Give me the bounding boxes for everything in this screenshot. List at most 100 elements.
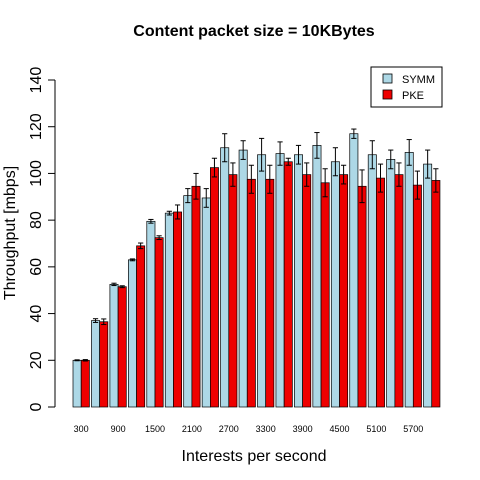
error-bar-symm-4800 bbox=[351, 128, 357, 139]
error-bar-pke-1800 bbox=[174, 204, 181, 220]
bar-pke-600 bbox=[99, 321, 109, 408]
x-tick-label: 1500 bbox=[145, 424, 165, 434]
bar-pke-2100 bbox=[191, 185, 201, 408]
y-tick-label: 20 bbox=[28, 351, 45, 369]
error-bar-symm-1200 bbox=[129, 258, 136, 262]
error-bar-pke-5400 bbox=[396, 162, 402, 187]
y-tick-label: 0 bbox=[28, 402, 45, 411]
error-bar-pke-2100 bbox=[193, 172, 199, 200]
bar-symm-3900 bbox=[294, 154, 303, 408]
error-bar-symm-2400 bbox=[203, 188, 209, 208]
bar-pke-5100 bbox=[376, 177, 385, 408]
bar-symm-4500 bbox=[330, 161, 340, 408]
x-tick-label: 3900 bbox=[293, 424, 313, 434]
y-axis: 0 20 40 60 80 100 120 140 bbox=[28, 67, 56, 411]
x-axis-label: Interests per second bbox=[182, 448, 327, 465]
bar-symm-300 bbox=[72, 359, 82, 408]
error-bar-pke-5700 bbox=[414, 170, 420, 200]
error-bar-symm-5100 bbox=[369, 140, 375, 170]
bar-pke-6000 bbox=[431, 180, 441, 408]
y-axis-label: Throughput [mbps] bbox=[2, 166, 19, 300]
error-bar-pke-6000 bbox=[433, 168, 439, 193]
error-bar-symm-4200 bbox=[314, 132, 320, 159]
bar-pke-2700 bbox=[228, 174, 238, 408]
error-bar-symm-5700 bbox=[406, 139, 412, 166]
error-bar-symm-4500 bbox=[332, 147, 338, 177]
error-bar-pke-1500 bbox=[156, 235, 162, 241]
bar-symm-5100 bbox=[367, 154, 377, 408]
bar-pke-3300 bbox=[265, 178, 275, 408]
y-tick-label: 60 bbox=[28, 258, 45, 276]
x-axis-tick-labels: 300 900 1500 2100 2700 3300 3900 4500 5100 5700 bbox=[74, 424, 424, 434]
bar-pke-4800 bbox=[357, 185, 367, 408]
bar-symm-2100 bbox=[183, 195, 193, 408]
bar-symm-6000 bbox=[423, 163, 433, 408]
error-bar-symm-3000 bbox=[240, 140, 246, 160]
x-tick-label: 2100 bbox=[182, 424, 202, 434]
error-bar-pke-3900 bbox=[304, 162, 310, 187]
x-tick-label: 900 bbox=[111, 424, 126, 434]
legend-swatch-symm bbox=[382, 73, 393, 84]
bar-pke-4500 bbox=[339, 174, 349, 408]
bar-pke-5700 bbox=[412, 184, 422, 408]
error-bar-symm-6000 bbox=[425, 149, 431, 179]
error-bar-symm-3600 bbox=[277, 141, 283, 166]
bar-symm-3600 bbox=[275, 153, 285, 408]
bar-symm-2700 bbox=[220, 147, 230, 408]
bar-pke-3900 bbox=[302, 174, 312, 408]
error-bar-symm-3900 bbox=[295, 144, 302, 165]
bar-symm-1200 bbox=[128, 259, 137, 408]
error-bar-pke-5100 bbox=[377, 163, 384, 193]
x-tick-label: 5100 bbox=[366, 424, 386, 434]
x-tick-label: 300 bbox=[74, 424, 89, 434]
bar-pke-5400 bbox=[394, 174, 404, 408]
bar-symm-1800 bbox=[164, 212, 174, 408]
error-bar-pke-3000 bbox=[248, 164, 254, 194]
error-bar-pke-900 bbox=[119, 285, 125, 289]
error-bar-symm-900 bbox=[111, 282, 117, 287]
error-bar-pke-2700 bbox=[230, 162, 236, 187]
bar-pke-1500 bbox=[154, 237, 164, 408]
error-bar-pke-3600 bbox=[285, 157, 291, 166]
bar-pke-300 bbox=[80, 359, 90, 408]
bar-symm-1500 bbox=[146, 220, 156, 408]
x-tick-label: 4500 bbox=[329, 424, 349, 434]
bar-symm-4800 bbox=[349, 133, 359, 408]
legend-label-symm: SYMM bbox=[402, 74, 435, 86]
error-bar-pke-600 bbox=[101, 318, 107, 326]
error-bar-symm-3300 bbox=[259, 137, 265, 172]
error-bar-symm-1800 bbox=[166, 210, 172, 216]
bar-group bbox=[72, 133, 441, 408]
error-bar-pke-300 bbox=[82, 359, 88, 362]
error-bar-symm-300 bbox=[74, 359, 80, 362]
bar-pke-3600 bbox=[283, 161, 293, 408]
bar-pke-900 bbox=[117, 286, 127, 408]
chart-title: Content packet size = 10KBytes bbox=[133, 23, 375, 40]
y-tick-label: 80 bbox=[28, 211, 45, 229]
error-bar-symm-5400 bbox=[388, 149, 394, 170]
error-bar-pke-1200 bbox=[138, 242, 144, 250]
legend: SYMM PKE bbox=[370, 66, 443, 108]
x-tick-label: 3300 bbox=[256, 424, 276, 434]
bar-pke-1800 bbox=[173, 211, 182, 408]
error-bar-pke-2400 bbox=[211, 157, 218, 178]
legend-swatch-pke bbox=[382, 89, 393, 100]
bar-pke-1200 bbox=[136, 245, 146, 408]
error-bar-symm-600 bbox=[92, 318, 99, 323]
bar-pke-4200 bbox=[320, 182, 330, 408]
bar-symm-900 bbox=[109, 284, 119, 408]
bar-symm-5700 bbox=[404, 152, 414, 408]
bar-pke-3000 bbox=[246, 178, 256, 408]
bar-symm-2400 bbox=[201, 197, 211, 408]
bar-symm-4200 bbox=[312, 145, 322, 408]
bar-symm-3300 bbox=[257, 154, 267, 408]
bar-symm-3000 bbox=[238, 149, 248, 408]
legend-label-pke: PKE bbox=[402, 90, 424, 102]
y-tick-label: 100 bbox=[28, 160, 45, 187]
error-bar-pke-3300 bbox=[267, 164, 273, 194]
error-bar-symm-2700 bbox=[222, 133, 228, 163]
error-bar-pke-4500 bbox=[341, 164, 347, 185]
x-tick-label: 2700 bbox=[219, 424, 239, 434]
y-tick-label: 120 bbox=[28, 113, 45, 140]
